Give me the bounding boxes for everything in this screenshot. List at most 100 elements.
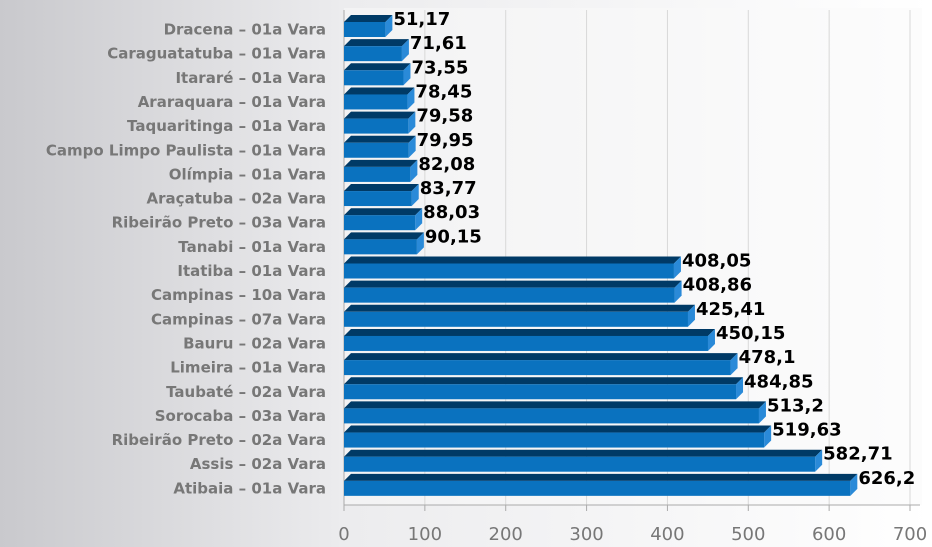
bar-value-label: 90,15 xyxy=(425,226,482,247)
bar-top xyxy=(344,39,409,47)
category-label: Bauru – 02a Vara xyxy=(183,334,326,352)
bar-side xyxy=(673,256,681,279)
x-tick-label: 400 xyxy=(650,524,684,545)
bar-side xyxy=(385,15,393,37)
bar-side xyxy=(401,39,409,62)
category-label: Atibaia – 01a Vara xyxy=(173,479,326,497)
category-label: Campinas – 07a Vara xyxy=(151,310,326,328)
bar-value-label: 88,03 xyxy=(423,202,480,223)
bar-top xyxy=(344,401,766,409)
category-label: Taubaté – 02a Vara xyxy=(166,383,326,401)
bar xyxy=(344,408,759,424)
bar xyxy=(344,118,409,134)
bar-value-label: 582,71 xyxy=(823,444,892,465)
bar xyxy=(344,166,411,182)
bar-value-label: 484,85 xyxy=(744,371,813,392)
bar-value-label: 51,17 xyxy=(393,9,450,30)
category-label: Taquaritinga – 01a Vara xyxy=(127,117,326,135)
category-label: Caraguatatuba – 01a Vara xyxy=(107,45,326,63)
bar-top xyxy=(344,63,411,71)
bar-top xyxy=(344,353,738,361)
bar-top xyxy=(344,304,695,312)
bar-value-label: 626,2 xyxy=(858,468,915,489)
bar-value-label: 450,15 xyxy=(716,323,785,344)
bar-side xyxy=(815,449,823,472)
bar-top xyxy=(344,184,419,192)
bar xyxy=(344,456,816,472)
category-label: Itatiba – 01a Vara xyxy=(177,262,326,280)
bar-side xyxy=(707,328,715,351)
category-label: Olímpia – 01a Vara xyxy=(169,165,326,183)
category-label: Campo Limpo Paulista – 01a Vara xyxy=(46,141,326,159)
bar-value-label: 408,05 xyxy=(682,251,751,272)
bar-side xyxy=(850,473,858,496)
category-label: Dracena – 01a Vara xyxy=(164,21,326,39)
category-label: Ribeirão Preto – 02a Vara xyxy=(112,431,326,449)
bar-value-label: 73,55 xyxy=(411,57,468,78)
bar-top xyxy=(344,256,681,264)
bar-side xyxy=(408,111,416,134)
bar xyxy=(344,360,731,376)
category-label: Itararé – 01a Vara xyxy=(175,69,326,87)
category-label: Assis – 02a Vara xyxy=(190,455,326,473)
bar-value-label: 71,61 xyxy=(410,33,467,54)
bar-side xyxy=(416,232,424,255)
bar xyxy=(344,384,737,400)
bar-side xyxy=(674,280,682,303)
x-tick-label: 700 xyxy=(893,524,927,545)
bar-value-label: 425,41 xyxy=(696,299,765,320)
x-tick-label: 300 xyxy=(569,524,603,545)
category-label: Tanabi – 01a Vara xyxy=(178,238,326,256)
bar-side xyxy=(764,425,772,448)
bar xyxy=(344,335,708,351)
bar-value-label: 79,95 xyxy=(417,130,474,151)
bar-side xyxy=(415,208,423,231)
bar-side xyxy=(736,377,744,400)
category-label: Araraquara – 01a Vara xyxy=(138,93,326,111)
bar-value-label: 478,1 xyxy=(739,347,796,368)
category-label: Ribeirão Preto – 03a Vara xyxy=(112,214,326,232)
x-tick-label: 0 xyxy=(338,524,349,545)
bar-top xyxy=(344,87,415,95)
bar-top xyxy=(344,425,772,433)
bar xyxy=(344,480,851,496)
category-label: Campinas – 10a Vara xyxy=(151,286,326,304)
bar-value-label: 83,77 xyxy=(420,178,477,199)
bar-side xyxy=(687,304,695,327)
bar xyxy=(344,70,404,86)
bar-value-label: 79,58 xyxy=(416,106,473,127)
bar-value-label: 519,63 xyxy=(772,420,841,441)
x-tick-label: 200 xyxy=(489,524,523,545)
x-tick-label: 100 xyxy=(408,524,442,545)
bar xyxy=(344,287,675,303)
bar-top xyxy=(344,159,418,167)
bar-side xyxy=(410,159,418,182)
bar-top xyxy=(344,473,858,481)
bar-value-label: 78,45 xyxy=(415,81,472,102)
bar-side xyxy=(403,63,411,86)
bar-top xyxy=(344,449,823,457)
bar-value-label: 408,86 xyxy=(683,275,752,296)
category-label: Araçatuba – 02a Vara xyxy=(147,190,326,208)
bar-top xyxy=(344,111,416,119)
bar-value-label: 82,08 xyxy=(418,154,475,175)
bar-top xyxy=(344,15,393,22)
bar-top xyxy=(344,135,416,143)
bar-side xyxy=(408,135,416,158)
category-label: Limeira – 01a Vara xyxy=(170,359,326,377)
bar xyxy=(344,94,408,110)
x-tick-label: 500 xyxy=(731,524,765,545)
bar xyxy=(344,432,765,448)
bar-top xyxy=(344,208,423,216)
bar-top xyxy=(344,377,744,385)
bar-top xyxy=(344,280,682,288)
category-label: Sorocaba – 03a Vara xyxy=(155,407,326,425)
bar-top xyxy=(344,232,424,240)
bar xyxy=(344,142,409,158)
bar xyxy=(344,46,402,62)
x-tick-label: 600 xyxy=(812,524,846,545)
bar-value-label: 513,2 xyxy=(767,395,824,416)
bar xyxy=(344,263,674,279)
bar xyxy=(344,22,386,37)
